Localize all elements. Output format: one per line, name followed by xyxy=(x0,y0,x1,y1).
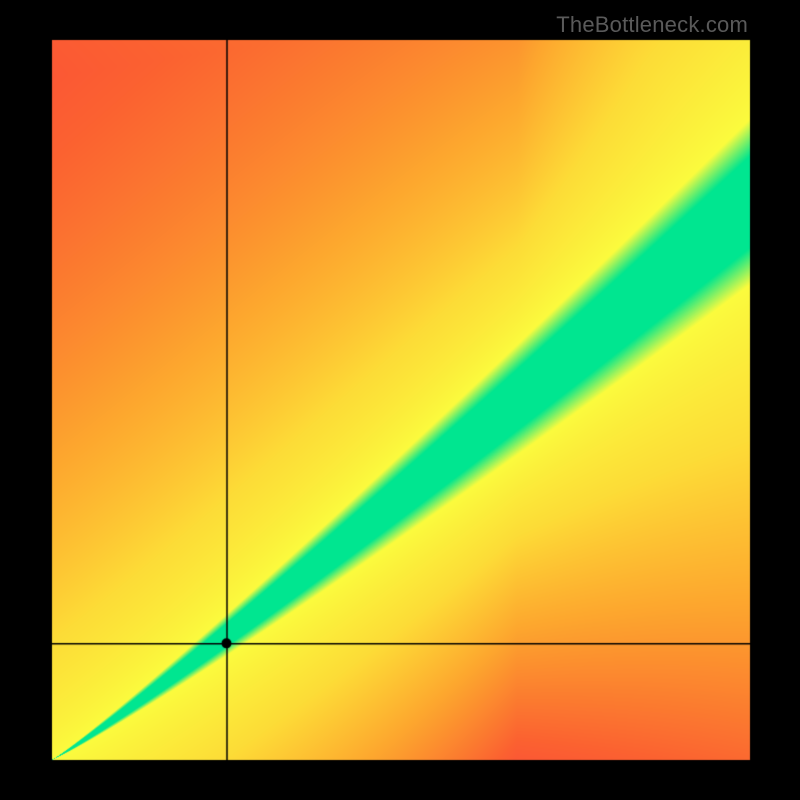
chart-root: TheBottleneck.com xyxy=(0,0,800,800)
bottleneck-heatmap xyxy=(0,0,800,800)
watermark-text: TheBottleneck.com xyxy=(556,12,748,38)
